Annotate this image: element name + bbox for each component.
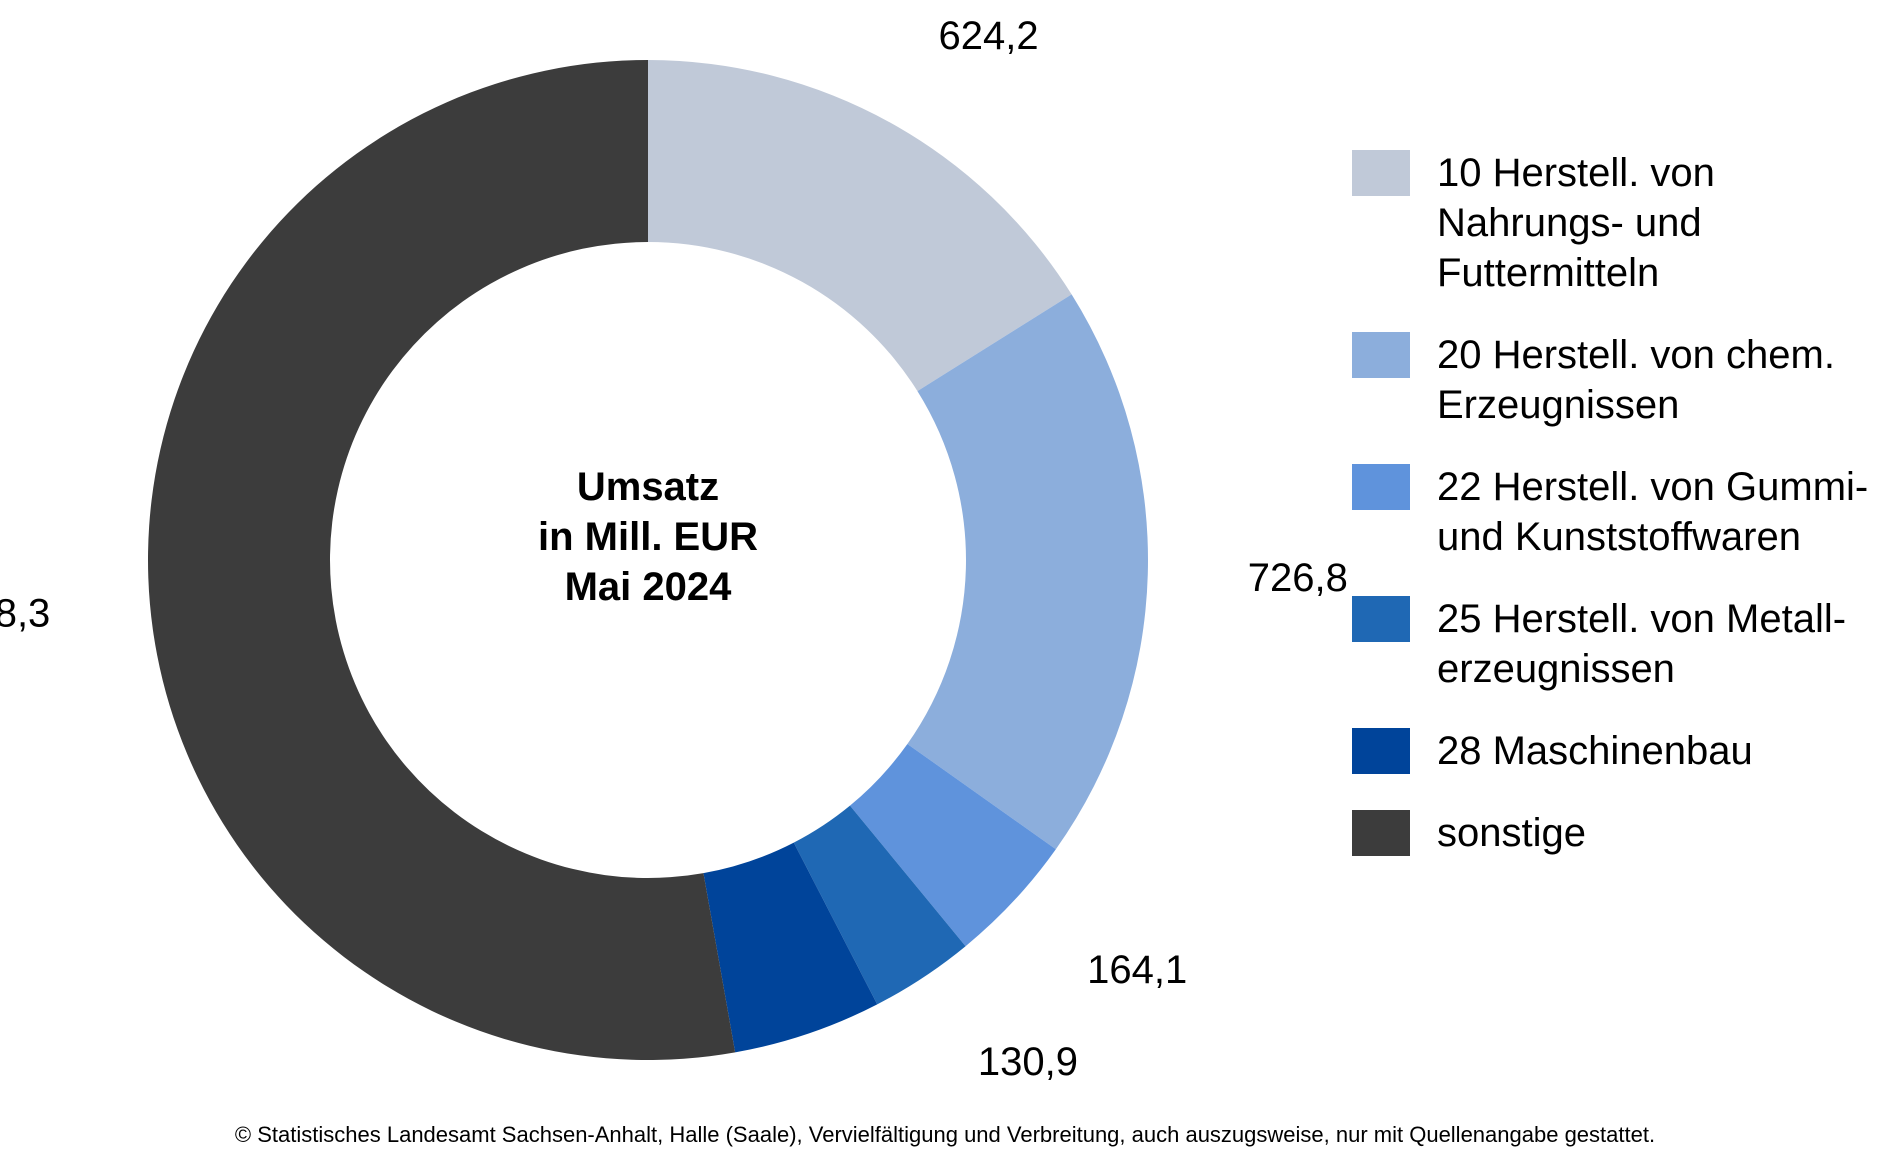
legend-swatch xyxy=(1352,150,1410,196)
slice-label-4: 185,9 xyxy=(790,1107,890,1110)
donut-slice-4 xyxy=(703,842,878,1053)
legend-label-line: Nahrungs- und xyxy=(1437,201,1702,245)
legend-label-line: sonstige xyxy=(1437,811,1586,855)
copyright-footer: © Statistisches Landesamt Sachsen-Anhalt… xyxy=(234,1122,1656,1147)
donut-slice-3 xyxy=(793,805,966,1005)
center-title-line-3: Mai 2024 xyxy=(565,565,733,609)
legend-label-line: Futtermitteln xyxy=(1437,251,1660,295)
legend-item-28: 28 Maschinenbau xyxy=(1352,726,1890,776)
legend-item-25: 25 Herstell. von Metall- erzeugnissen xyxy=(1352,594,1890,694)
legend-swatch xyxy=(1352,810,1410,856)
donut-slice-2 xyxy=(849,743,1056,947)
legend-item-10: 10 Herstell. von Nahrungs- und Futtermit… xyxy=(1352,148,1890,298)
donut-slice-5 xyxy=(148,60,736,1060)
legend-label-line: erzeugnissen xyxy=(1437,647,1675,691)
donut-slice-1 xyxy=(907,294,1149,850)
legend: 10 Herstell. von Nahrungs- und Futtermit… xyxy=(1352,148,1890,890)
legend-label-line: 25 Herstell. von Metall- xyxy=(1437,597,1847,641)
donut-slice-0 xyxy=(648,60,1072,392)
center-title-line-1: Umsatz xyxy=(577,465,719,509)
legend-item-20: 20 Herstell. von chem. Erzeugnissen xyxy=(1352,330,1890,430)
legend-label-line: 22 Herstell. von Gummi- xyxy=(1437,465,1869,509)
slice-label-3: 130,9 xyxy=(978,1040,1078,1084)
legend-swatch xyxy=(1352,332,1410,378)
center-title-line-2: in Mill. EUR xyxy=(538,515,758,559)
legend-swatch xyxy=(1352,596,1410,642)
legend-label-line: und Kunststoffwaren xyxy=(1437,515,1801,559)
slice-label-5: 2 048,3 xyxy=(0,591,50,635)
legend-label-line: Erzeugnissen xyxy=(1437,383,1680,427)
slice-label-2: 164,1 xyxy=(1087,948,1187,992)
slice-label-0: 624,2 xyxy=(938,14,1038,58)
legend-item-sonstige: sonstige xyxy=(1352,808,1890,858)
legend-label-line: 28 Maschinenbau xyxy=(1437,729,1753,773)
donut-slices xyxy=(148,60,1149,1060)
legend-label-line: 10 Herstell. von xyxy=(1437,151,1715,195)
legend-swatch xyxy=(1352,728,1410,774)
legend-item-22: 22 Herstell. von Gummi- und Kunststoffwa… xyxy=(1352,462,1890,562)
slice-label-1: 726,8 xyxy=(1248,556,1348,600)
slice-labels: 624,2 726,8 164,1 130,9 185,9 2 048,3 xyxy=(0,14,1348,1110)
legend-swatch xyxy=(1352,464,1410,510)
legend-label-line: 20 Herstell. von chem. xyxy=(1437,333,1835,377)
